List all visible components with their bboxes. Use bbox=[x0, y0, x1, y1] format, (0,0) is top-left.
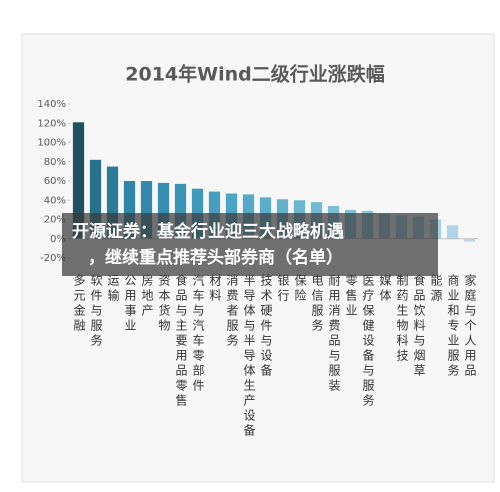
banner-line: 开源证券：基金行业迎三大战略机遇 bbox=[72, 221, 344, 242]
y-tick-label: 60% bbox=[44, 176, 66, 187]
x-tick-label: 耐用消费品与服装 bbox=[327, 274, 341, 394]
x-tick-label: 房地产 bbox=[140, 273, 154, 319]
x-tick-label: 医疗保健设备与服务 bbox=[361, 274, 375, 409]
y-tick-label: 100% bbox=[37, 138, 66, 149]
x-tick-label: 食品饮料与烟草 bbox=[412, 273, 426, 379]
bar bbox=[89, 159, 102, 239]
bar bbox=[106, 166, 119, 239]
x-tick-label: 汽车与汽车零部件 bbox=[191, 273, 205, 394]
chart-title: 2014年Wind二级行业涨跌幅 bbox=[125, 63, 384, 86]
x-tick-label: 运输 bbox=[106, 274, 120, 304]
bar bbox=[123, 181, 136, 239]
x-tick-label: 消费者服务 bbox=[225, 274, 239, 349]
banner-bg bbox=[62, 213, 438, 276]
y-tick-label: -20% bbox=[40, 253, 66, 264]
x-tick-label: 零售业 bbox=[344, 274, 358, 319]
x-tick-label: 电信服务 bbox=[310, 274, 324, 334]
y-tick-label: 80% bbox=[44, 157, 66, 168]
bar bbox=[463, 238, 476, 242]
y-tick-label: 120% bbox=[37, 118, 66, 129]
x-tick-label: 资本货物 bbox=[157, 274, 171, 334]
x-tick-label: 媒体 bbox=[378, 274, 392, 304]
x-tick-label: 食品与主要用品零售 bbox=[174, 273, 188, 409]
x-tick-label: 制药生物科技 bbox=[395, 274, 409, 364]
x-tick-label: 家庭与个人用品 bbox=[463, 273, 477, 379]
banner-line: ，继续重点推荐头部券商（名单） bbox=[88, 247, 343, 268]
bar bbox=[157, 182, 170, 239]
x-tick-label: 技术硬件与设备 bbox=[259, 274, 273, 379]
y-tick-label: 140% bbox=[37, 99, 66, 110]
y-tick-label: 20% bbox=[44, 215, 66, 226]
x-tick-label: 软件与服务 bbox=[89, 274, 103, 349]
x-tick-label: 商业和专业服务 bbox=[446, 273, 460, 379]
x-tick-label: 公用事业 bbox=[123, 274, 137, 334]
x-tick-label: 半导体与半导体生产设备 bbox=[242, 274, 256, 439]
bar bbox=[140, 181, 153, 239]
x-tick-label: 保险 bbox=[293, 274, 307, 304]
bar bbox=[446, 225, 459, 239]
x-tick-label: 银行 bbox=[276, 274, 290, 304]
x-tick-label: 能源 bbox=[429, 274, 443, 304]
x-tick-label: 材料 bbox=[208, 274, 222, 304]
bar bbox=[174, 183, 187, 239]
y-tick-label: 0% bbox=[50, 234, 66, 245]
bar bbox=[72, 122, 85, 239]
x-tick-label: 多元金融 bbox=[72, 274, 86, 334]
y-tick-label: 40% bbox=[44, 195, 66, 206]
